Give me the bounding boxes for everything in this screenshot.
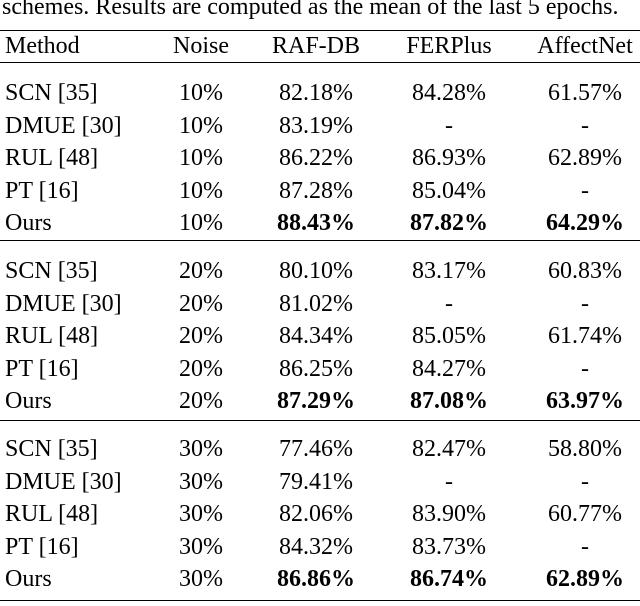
table-rule (0, 240, 640, 242)
value-cell: 86.86% (277, 566, 355, 592)
value-cell: 77.46% (279, 436, 353, 462)
value-cell: 86.93% (412, 145, 486, 171)
method-cell: Ours (5, 210, 52, 236)
method-cell: SCN [35] (5, 80, 98, 106)
value-cell: 60.83% (548, 258, 622, 284)
value-cell: - (445, 112, 453, 139)
value-cell: 84.32% (279, 533, 353, 560)
value-cell: 10% (179, 80, 223, 106)
header-cell: AffectNet (537, 33, 633, 59)
value-cell: 83.19% (279, 112, 353, 139)
header-cell: Noise (173, 33, 229, 59)
value-cell: 82.47% (412, 436, 486, 462)
value-cell: 88.43% (277, 210, 355, 236)
value-cell: 84.34% (279, 323, 353, 349)
value-cell: 30% (179, 468, 223, 495)
caption: schemes. Results are computed as the mea… (2, 0, 619, 20)
value-cell: 83.17% (412, 258, 486, 284)
value-cell: 79.41% (279, 468, 353, 495)
value-cell: 10% (179, 177, 223, 204)
table-rule (0, 420, 640, 422)
method-cell: RUL [48] (5, 323, 99, 349)
value-cell: 10% (179, 112, 223, 139)
value-cell: 30% (179, 501, 223, 527)
method-cell: RUL [48] (5, 501, 99, 527)
value-cell: 84.27% (412, 355, 486, 382)
value-cell: 20% (179, 290, 223, 317)
value-cell: 86.25% (279, 355, 353, 382)
value-cell: - (445, 468, 453, 495)
value-cell: 84.28% (412, 80, 486, 106)
method-cell: DMUE [30] (5, 112, 122, 139)
method-cell: PT [16] (5, 177, 79, 204)
header-cell: Method (5, 33, 80, 59)
value-cell: 20% (179, 355, 223, 382)
value-cell: 87.08% (410, 388, 488, 414)
value-cell: - (581, 533, 589, 560)
value-cell: 62.89% (548, 145, 622, 171)
value-cell: 62.89% (546, 566, 624, 592)
value-cell: 83.73% (412, 533, 486, 560)
value-cell: - (581, 355, 589, 382)
value-cell: 87.29% (277, 388, 355, 414)
value-cell: 86.74% (410, 566, 488, 592)
value-cell: 20% (179, 388, 223, 414)
value-cell: 20% (179, 258, 223, 284)
value-cell: 30% (179, 533, 223, 560)
value-cell: 30% (179, 436, 223, 462)
header-cell: RAF-DB (271, 33, 361, 59)
value-cell: - (581, 177, 589, 204)
value-cell: 63.97% (546, 388, 624, 414)
method-cell: DMUE [30] (5, 468, 122, 495)
value-cell: 10% (179, 145, 223, 171)
method-cell: Ours (5, 388, 52, 414)
method-cell: PT [16] (5, 355, 79, 382)
value-cell: 85.04% (412, 177, 486, 204)
value-cell: - (445, 290, 453, 317)
value-cell: 30% (179, 566, 223, 592)
value-cell: 87.28% (279, 177, 353, 204)
value-cell: 86.22% (279, 145, 353, 171)
value-cell: 64.29% (546, 210, 624, 236)
header-cell: FERPlus (406, 33, 492, 59)
table-rule (0, 62, 640, 64)
method-cell: SCN [35] (5, 258, 98, 284)
value-cell: 80.10% (279, 258, 353, 284)
value-cell: 20% (179, 323, 223, 349)
method-cell: RUL [48] (5, 145, 99, 171)
value-cell: - (581, 468, 589, 495)
method-cell: PT [16] (5, 533, 79, 560)
method-cell: Ours (5, 566, 52, 592)
value-cell: 82.06% (279, 501, 353, 527)
value-cell: 85.05% (412, 323, 486, 349)
value-cell: 82.18% (279, 80, 353, 106)
value-cell: 10% (179, 210, 223, 236)
value-cell: 61.57% (548, 80, 622, 106)
value-cell: - (581, 290, 589, 317)
table-rule (0, 600, 640, 602)
method-cell: SCN [35] (5, 436, 98, 462)
value-cell: 60.77% (548, 501, 622, 527)
value-cell: 81.02% (279, 290, 353, 317)
value-cell: 58.80% (548, 436, 622, 462)
value-cell: - (581, 112, 589, 139)
method-cell: DMUE [30] (5, 290, 122, 317)
value-cell: 61.74% (548, 323, 622, 349)
table-rule (0, 30, 640, 32)
value-cell: 83.90% (412, 501, 486, 527)
value-cell: 87.82% (410, 210, 488, 236)
